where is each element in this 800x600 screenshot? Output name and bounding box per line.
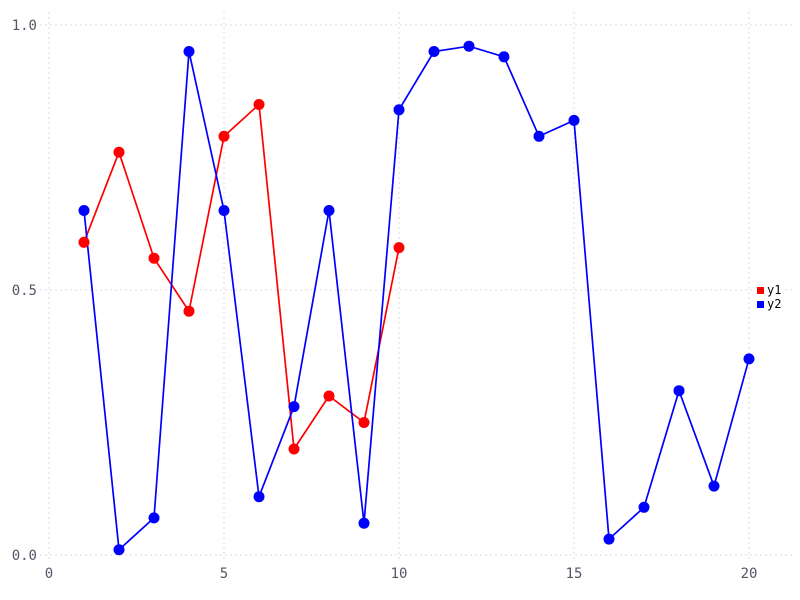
y-tick-label: 0.5 [12, 283, 37, 299]
data-point-y1 [288, 443, 300, 455]
legend: y1 y2 [755, 282, 784, 312]
data-point-y2 [113, 544, 125, 556]
data-point-y1 [393, 242, 405, 254]
y-tick-label: 0.0 [12, 548, 37, 564]
legend-swatch-y2 [757, 300, 764, 308]
legend-item-y1: y1 [757, 283, 781, 297]
data-point-y2 [148, 512, 160, 524]
legend-label-y2: y2 [767, 297, 782, 311]
data-point-y2 [708, 480, 720, 492]
data-point-y2 [533, 130, 545, 142]
legend-label-y1: y1 [767, 283, 782, 297]
legend-item-y2: y2 [757, 297, 781, 311]
data-point-y2 [358, 517, 370, 529]
data-point-y2 [743, 353, 755, 365]
data-point-y1 [148, 252, 160, 264]
legend-swatch-y1 [757, 286, 764, 294]
data-point-y1 [78, 236, 90, 248]
data-point-y2 [498, 51, 510, 63]
y-axis-tick-labels: 0.0 0.5 1.0 [12, 18, 37, 564]
gridlines [40, 12, 795, 562]
data-point-y2 [218, 205, 230, 216]
x-tick-label: 20 [741, 566, 758, 582]
data-point-y2 [463, 40, 475, 52]
data-point-y2 [393, 104, 405, 116]
data-point-y2 [568, 114, 580, 126]
series-markers [78, 40, 755, 556]
series-lines [83, 45, 750, 552]
y-tick-label: 1.0 [12, 18, 37, 34]
data-point-y2 [78, 205, 90, 216]
data-point-y1 [323, 390, 335, 402]
data-point-y2 [288, 401, 300, 413]
x-axis-tick-labels: 0 5 10 15 20 [45, 566, 758, 582]
x-tick-label: 15 [566, 566, 583, 582]
x-tick-label: 5 [220, 566, 228, 582]
x-tick-label: 10 [391, 566, 408, 582]
data-point-y2 [183, 46, 195, 57]
data-point-y1 [358, 417, 370, 428]
data-point-y2 [673, 385, 685, 397]
data-point-y2 [603, 533, 615, 545]
data-point-y2 [428, 46, 440, 57]
data-point-y2 [638, 501, 650, 513]
x-tick-label: 0 [45, 566, 53, 582]
data-point-y1 [183, 305, 195, 317]
data-point-y2 [323, 205, 335, 216]
series-line-y2 [83, 45, 750, 552]
data-point-y1 [218, 130, 230, 142]
series-line-y1 [83, 102, 400, 452]
data-point-y2 [253, 491, 265, 503]
data-point-y1 [113, 146, 125, 158]
data-point-y1 [253, 99, 265, 110]
